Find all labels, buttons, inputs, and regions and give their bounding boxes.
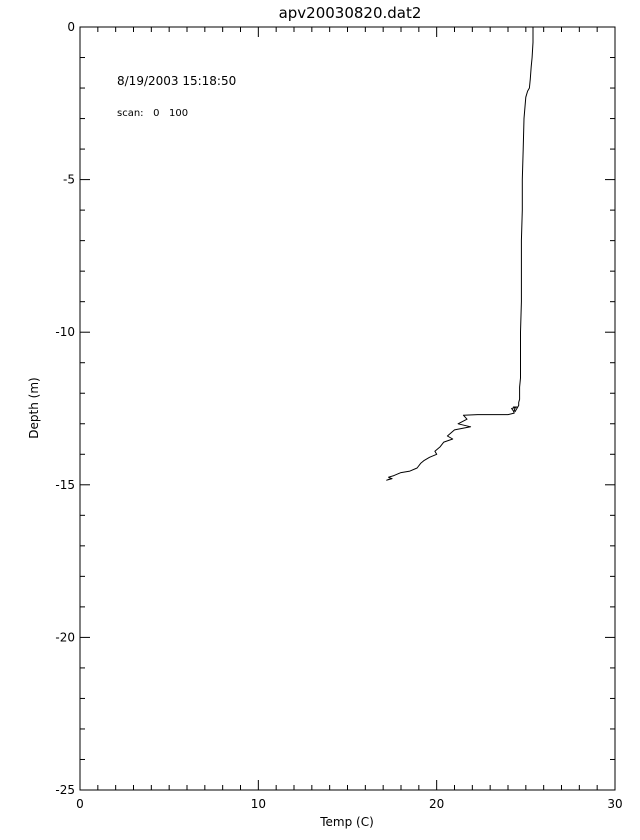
annotation-datetime: 8/19/2003 15:18:50 xyxy=(117,74,236,88)
y-tick-label: -15 xyxy=(55,478,75,492)
series-layer xyxy=(386,27,534,481)
y-tick-label: -20 xyxy=(55,630,75,644)
x-tick-label: 20 xyxy=(429,797,444,811)
x-tick-label: 30 xyxy=(607,797,622,811)
plot-frame xyxy=(79,26,616,791)
axis-tick-labels: 0 10 20 30 0 -5 -10 -15 -20 -25 xyxy=(55,20,622,811)
chart-title: apv20030820.dat2 xyxy=(279,4,422,22)
series-line-0 xyxy=(386,27,534,481)
y-tick-label: -10 xyxy=(55,325,75,339)
y-tick-label: -5 xyxy=(63,173,75,187)
annotation-scan: scan: 0 100 xyxy=(117,108,188,119)
x-tick-label: 0 xyxy=(76,797,84,811)
y-axis-label: Depth (m) xyxy=(27,377,41,438)
x-axis-label: Temp (C) xyxy=(319,815,374,829)
axis-ticks xyxy=(79,26,616,791)
y-tick-label: 0 xyxy=(67,20,75,34)
x-tick-label: 10 xyxy=(251,797,266,811)
y-tick-label: -25 xyxy=(55,783,75,797)
